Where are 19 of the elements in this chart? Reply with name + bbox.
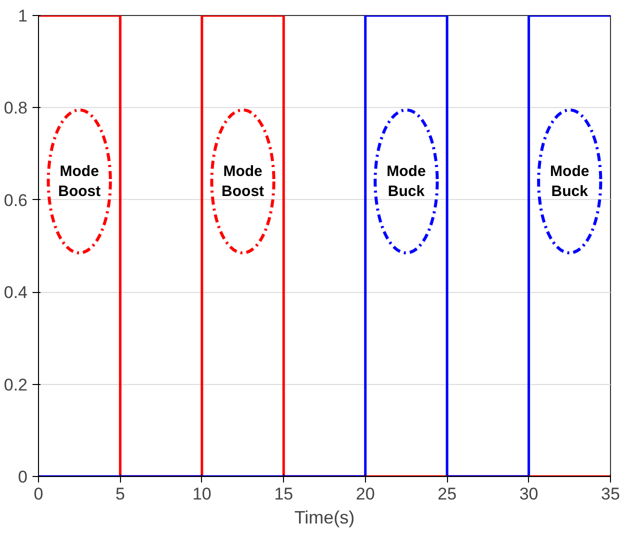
x-axis-title: Time(s): [294, 508, 355, 528]
x-tick-label: 10: [192, 484, 212, 504]
y-tick-label: 0: [18, 468, 28, 486]
x-tick-label: 5: [115, 484, 125, 504]
y-tick-label: 0.8: [4, 98, 28, 118]
y-tick-label: 0.4: [4, 283, 28, 302]
y-tick-label: 0.2: [4, 375, 28, 394]
annotation: Mode Buck: [550, 162, 590, 200]
x-tick-label: 25: [438, 484, 457, 504]
y-tick-label: 1: [18, 6, 28, 26]
x-tick-label: 20: [356, 484, 375, 504]
annotation: Mode Boost: [58, 162, 101, 200]
x-tick-label: 35: [601, 484, 620, 504]
y-tick-label: 0.6: [4, 190, 28, 210]
x-tick-label: 30: [519, 484, 538, 504]
x-tick-label: 15: [274, 484, 294, 504]
annotation: Mode Boost: [222, 162, 264, 200]
x-tick-label: 0: [34, 484, 44, 504]
annotation: Mode Buck: [386, 162, 426, 200]
